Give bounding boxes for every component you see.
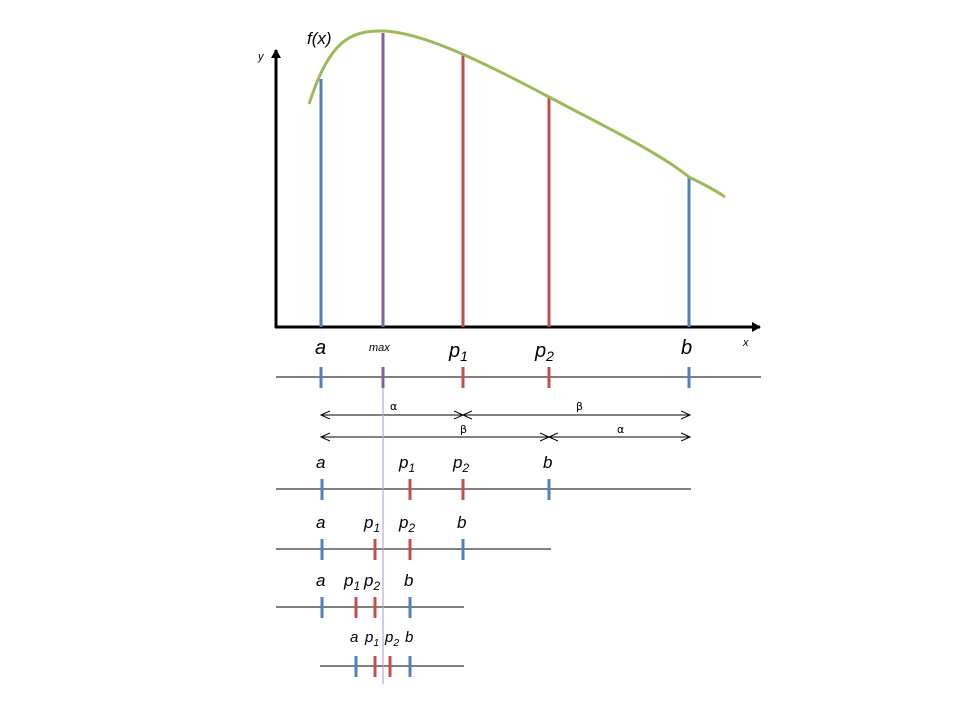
row2-label-p2: p2: [398, 513, 415, 535]
label-b: b: [681, 337, 692, 359]
curve-label: f(x): [307, 29, 332, 48]
row3-label-a: a: [316, 571, 325, 590]
label-beta-upper: β: [576, 400, 583, 413]
label-alpha-upper: α: [390, 400, 397, 413]
label-a: a: [315, 337, 326, 359]
row4-label-p2: p2: [384, 629, 399, 649]
row1-label-p2: p2: [452, 453, 469, 475]
row4-label-a: a: [350, 629, 358, 646]
row3-label-p1: p1: [343, 571, 360, 593]
row2-label-p1: p1: [363, 513, 380, 535]
row4-label-p1: p1: [364, 629, 379, 649]
label-p2: p2: [534, 340, 554, 364]
label-alpha-lower: α: [617, 423, 624, 436]
row3-label-b: b: [404, 571, 413, 590]
x-axis-label: x: [742, 337, 749, 349]
row3-label-p2: p2: [363, 571, 380, 593]
function-curve: [307, 29, 726, 199]
row1-label-a: a: [316, 453, 325, 472]
row2-label-b: b: [457, 513, 466, 532]
label-p1: p1: [448, 340, 468, 364]
y-axis-label: y: [257, 51, 265, 63]
row1-label-b: b: [543, 453, 552, 472]
row2-label-a: a: [316, 513, 325, 532]
label-beta-lower: β: [460, 423, 467, 436]
label-max: max: [369, 342, 390, 354]
row4-label-b: b: [405, 629, 413, 646]
row1-label-p1: p1: [398, 453, 415, 475]
